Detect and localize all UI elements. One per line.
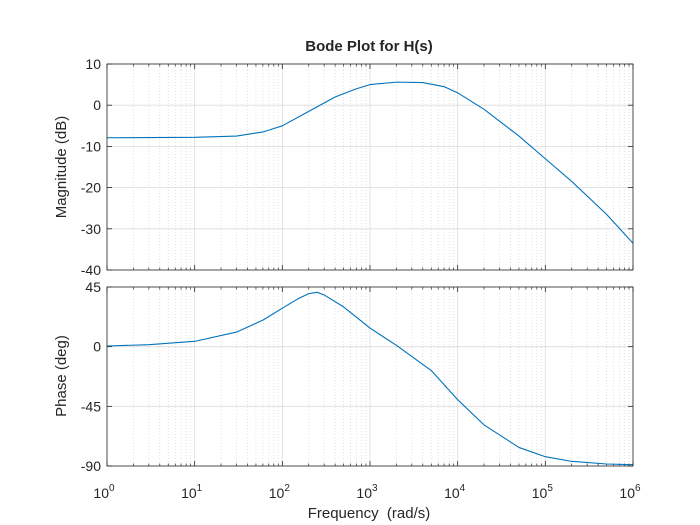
x-tick-label: 100 — [93, 483, 115, 501]
phase-y-tick-label: 45 — [85, 279, 101, 295]
phase-y-axis-label: Phase (deg) — [53, 335, 70, 417]
phase-y-tick-label: -90 — [81, 458, 101, 474]
magnitude-y-tick-label: -10 — [81, 138, 101, 154]
magnitude-y-tick-label: -40 — [81, 262, 101, 278]
x-tick-label: 104 — [444, 483, 466, 501]
magnitude-panel: 10 0 -10 -20 -30 -40 — [81, 56, 634, 278]
x-tick-label: 101 — [181, 483, 203, 501]
phase-panel: 45 0 -45 -90 100 101 102 103 104 105 106 — [81, 279, 641, 501]
magnitude-y-tick-label: 10 — [85, 56, 101, 72]
x-tick-label: 106 — [619, 483, 641, 501]
magnitude-y-tick-label: -30 — [81, 221, 101, 237]
magnitude-y-tick-label: 0 — [93, 97, 101, 113]
phase-y-tick-label: -45 — [81, 398, 101, 414]
magnitude-axes-frame — [106, 63, 634, 271]
x-axis-label: Frequency (rad/s) — [308, 505, 431, 522]
x-tick-label: 102 — [269, 483, 291, 501]
chart-title: Bode Plot for H(s) — [305, 38, 433, 55]
magnitude-grid — [106, 63, 634, 271]
magnitude-y-axis-label: Magnitude (dB) — [53, 116, 70, 219]
magnitude-series-line — [106, 81, 634, 244]
x-tick-label: 103 — [356, 483, 378, 501]
x-tick-label: 105 — [532, 483, 554, 501]
phase-axes-frame — [106, 286, 634, 467]
magnitude-y-tick-label: -20 — [81, 180, 101, 196]
phase-series-line — [106, 291, 634, 466]
phase-y-tick-label: 0 — [93, 339, 101, 355]
